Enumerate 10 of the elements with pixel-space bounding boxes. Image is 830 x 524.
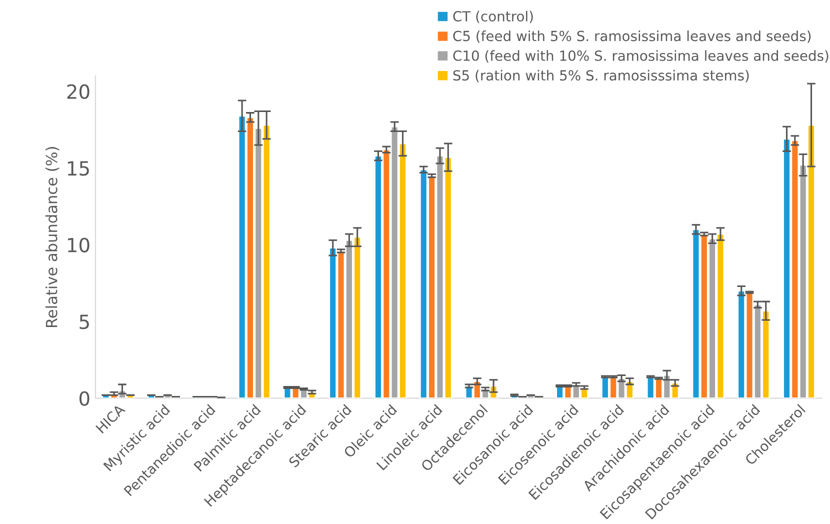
y-tick-label: 20 [67, 84, 90, 99]
legend-label: S5 (ration with 5% S. ramosisssima stems) [453, 70, 749, 82]
legend-label: C10 (feed with 10% S. ramosissima leaves and seeds) [453, 50, 828, 63]
y-tick-label: 10 [68, 238, 90, 252]
y-tick-label: 5 [80, 314, 89, 330]
legend-label: C5 (feed with 5% S. ramosissima leaves and seeds) [453, 30, 811, 43]
y-tick-label: 0 [80, 391, 90, 406]
legend-label: CT (control) [453, 10, 533, 24]
y-tick-label: 15 [68, 161, 89, 176]
y-axis-title: Relative abundance (%) [46, 147, 60, 327]
